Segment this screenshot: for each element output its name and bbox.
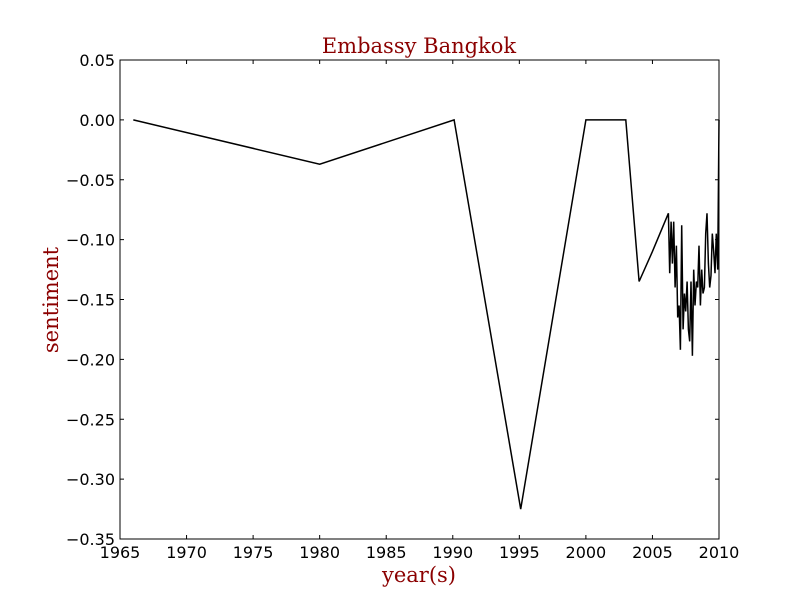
chart-title: Embassy Bangkok <box>322 34 517 58</box>
x-tick-label: 1985 <box>366 543 407 562</box>
x-tick-label: 1970 <box>166 543 207 562</box>
x-axis-label: year(s) <box>381 563 456 587</box>
x-tick-label: 1995 <box>499 543 540 562</box>
y-tick-label: −0.20 <box>66 350 115 369</box>
y-tick-label: −0.15 <box>66 291 115 310</box>
y-tick-label: −0.30 <box>66 470 115 489</box>
y-axis-label: sentiment <box>39 246 63 353</box>
x-tick-label: 2010 <box>699 543 740 562</box>
y-tick-label: 0.00 <box>79 111 115 130</box>
y-tick-label: −0.10 <box>66 231 115 250</box>
x-axis-ticks: 1965 1970 1975 1980 1985 1990 1995 2000 2005 2010 <box>100 60 740 562</box>
y-tick-label: −0.05 <box>66 171 115 190</box>
y-tick-label: 0.05 <box>79 51 115 70</box>
y-tick-label: −0.25 <box>66 410 115 429</box>
series-line-0 <box>133 118 720 510</box>
plot-area <box>119 59 720 540</box>
y-axis-ticks: 0.05 0.00 −0.05 −0.10 −0.15 −0.20 −0.25 −0.30 −0… <box>66 51 719 549</box>
y-tick-label: −0.35 <box>66 530 115 549</box>
x-tick-label: 1980 <box>299 543 340 562</box>
x-tick-label: 1990 <box>432 543 473 562</box>
x-tick-label: 2005 <box>632 543 673 562</box>
x-tick-label: 2000 <box>566 543 607 562</box>
x-tick-label: 1975 <box>233 543 274 562</box>
x-tick-label: 1965 <box>100 543 141 562</box>
